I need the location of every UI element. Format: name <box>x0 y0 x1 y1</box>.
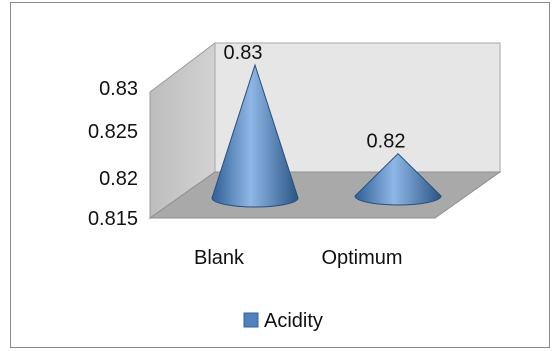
category-labels: Blank Optimum <box>194 247 403 269</box>
cones <box>211 63 442 208</box>
data-labels: 0.83 0.82 <box>224 42 406 153</box>
legend-swatch <box>243 312 259 328</box>
legend: Acidity <box>243 310 323 332</box>
cone-optimum <box>354 152 442 206</box>
category-label-blank: Blank <box>194 247 245 269</box>
category-label-optimum: Optimum <box>321 247 402 269</box>
cone-mark <box>354 152 442 206</box>
data-label-optimum: 0.82 <box>367 131 406 153</box>
y-tick-label: 0.83 <box>99 78 138 100</box>
y-tick-label: 0.815 <box>88 208 138 230</box>
y-axis-ticks: 0.815 0.82 0.825 0.83 <box>88 78 138 230</box>
cone-blank <box>211 63 299 208</box>
cone-mark <box>211 63 299 208</box>
y-tick-label: 0.825 <box>88 121 138 143</box>
y-tick-label: 0.82 <box>99 168 138 190</box>
data-label-blank: 0.83 <box>224 42 263 64</box>
legend-label-acidity: Acidity <box>264 310 323 332</box>
